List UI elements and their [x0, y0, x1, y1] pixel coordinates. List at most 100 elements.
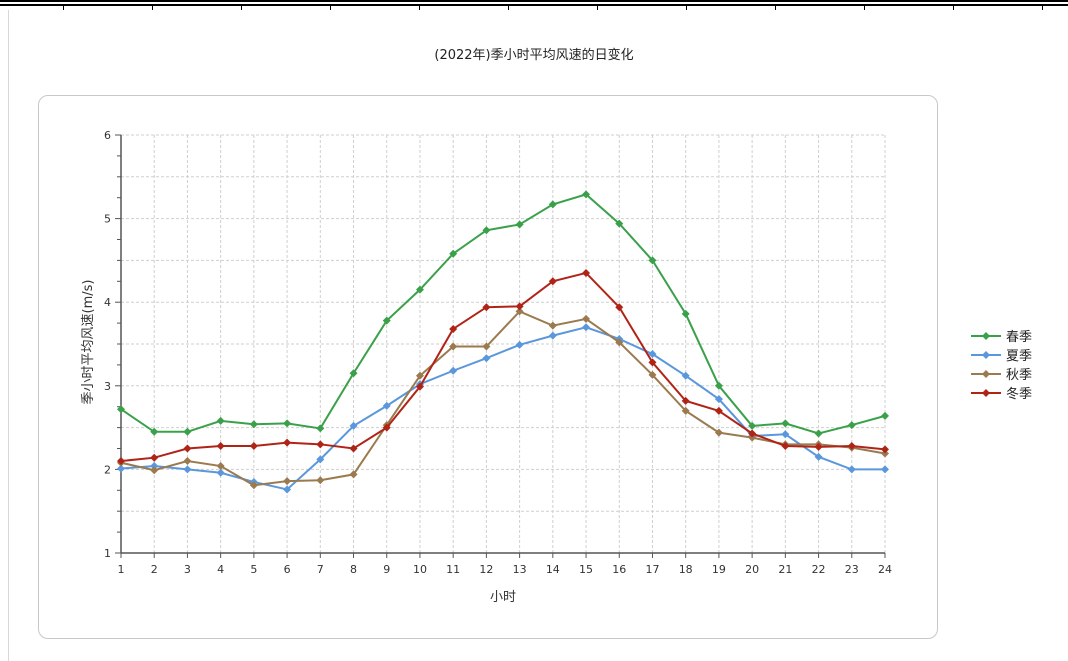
- data-point: [449, 366, 458, 375]
- legend-label: 春季: [1006, 330, 1032, 345]
- data-point: [482, 342, 491, 351]
- data-point: [449, 324, 458, 333]
- data-point: [748, 421, 757, 430]
- x-tick-label: 15: [579, 563, 593, 576]
- data-point: [150, 453, 159, 462]
- x-tick-label: 8: [350, 563, 357, 576]
- legend-item: 春季: [971, 330, 1032, 345]
- x-tick-label: 20: [745, 563, 759, 576]
- x-axis-label: 小时: [490, 590, 516, 605]
- data-point: [582, 314, 591, 323]
- x-tick-label: 24: [878, 563, 892, 576]
- series-3: [117, 307, 889, 490]
- data-point: [814, 452, 823, 461]
- ruler-tick: [953, 6, 954, 10]
- series-layer: [117, 190, 889, 494]
- data-point: [349, 369, 358, 378]
- data-point: [117, 405, 125, 414]
- x-tick-label: 7: [317, 563, 324, 576]
- data-point: [415, 285, 424, 294]
- data-point: [382, 401, 391, 410]
- legend-label: 夏季: [1006, 349, 1032, 364]
- top-border-ruler: [0, 0, 1068, 10]
- data-point: [615, 338, 624, 347]
- data-point: [847, 465, 856, 474]
- data-point: [847, 421, 856, 430]
- ruler-tick: [775, 6, 776, 10]
- data-point: [881, 411, 889, 420]
- data-point: [283, 419, 292, 428]
- data-point: [382, 316, 391, 325]
- legend-swatch-marker: [982, 370, 990, 378]
- data-point: [881, 465, 889, 474]
- ruler-tick: [241, 6, 242, 10]
- data-point: [582, 268, 591, 277]
- x-tick-label: 23: [845, 563, 859, 576]
- data-point: [515, 340, 524, 349]
- data-point: [415, 371, 424, 380]
- data-point: [582, 190, 591, 199]
- x-tick-label: 19: [712, 563, 726, 576]
- data-point: [316, 424, 325, 433]
- data-point: [681, 396, 690, 405]
- series-2: [117, 323, 889, 494]
- series-line: [120, 271, 886, 463]
- ruler-tick: [152, 6, 153, 10]
- data-point: [781, 419, 790, 428]
- legend-item: 冬季: [971, 386, 1032, 402]
- data-point: [548, 200, 557, 209]
- series-line: [120, 326, 885, 491]
- data-point: [183, 427, 192, 436]
- data-point: [349, 421, 358, 430]
- x-tick-label: 3: [184, 563, 191, 576]
- data-point: [781, 430, 790, 439]
- data-point: [648, 358, 657, 367]
- data-point: [150, 427, 159, 436]
- legend-swatch-marker: [982, 332, 990, 340]
- chart-panel: [38, 95, 938, 639]
- data-point: [249, 481, 258, 490]
- legend-swatch-marker: [982, 351, 990, 359]
- data-point: [382, 423, 391, 432]
- x-tick-label: 18: [679, 563, 693, 576]
- ruler-tick: [686, 6, 687, 10]
- data-point: [714, 428, 723, 437]
- data-point: [881, 445, 889, 454]
- data-point: [648, 256, 657, 265]
- series-1: [117, 190, 889, 438]
- outer-frame-border: [8, 10, 9, 661]
- data-point: [482, 303, 491, 312]
- x-tick-label: 2: [151, 563, 158, 576]
- data-point: [615, 303, 624, 312]
- x-tick-label: 10: [413, 563, 427, 576]
- data-point: [349, 470, 358, 479]
- data-point: [283, 438, 292, 447]
- x-tick-label: 4: [217, 563, 224, 576]
- data-point: [117, 464, 125, 473]
- y-tick-label: 2: [104, 463, 111, 476]
- legend-swatch-marker: [982, 389, 990, 397]
- legend-label: 秋季: [1006, 368, 1032, 383]
- x-tick-label: 21: [778, 563, 792, 576]
- data-point: [349, 444, 358, 453]
- ruler-tick: [864, 6, 865, 10]
- data-point: [249, 441, 258, 450]
- data-point: [249, 420, 258, 429]
- data-point: [183, 465, 192, 474]
- data-point: [515, 302, 524, 311]
- data-point: [714, 381, 723, 390]
- data-point: [814, 442, 823, 451]
- y-tick-label: 1: [104, 547, 111, 560]
- chart-title: (2022年)季小时平均风速的日变化: [434, 48, 634, 63]
- x-tick-label: 6: [284, 563, 291, 576]
- data-point: [415, 382, 424, 391]
- x-tick-label: 1: [118, 563, 125, 576]
- grid-lines: [121, 134, 886, 553]
- x-tick-label: 5: [250, 563, 257, 576]
- data-point: [515, 307, 524, 316]
- data-point: [316, 476, 325, 485]
- y-tick-label: 4: [104, 296, 111, 309]
- ruler-tick: [419, 6, 420, 10]
- data-point: [548, 331, 557, 340]
